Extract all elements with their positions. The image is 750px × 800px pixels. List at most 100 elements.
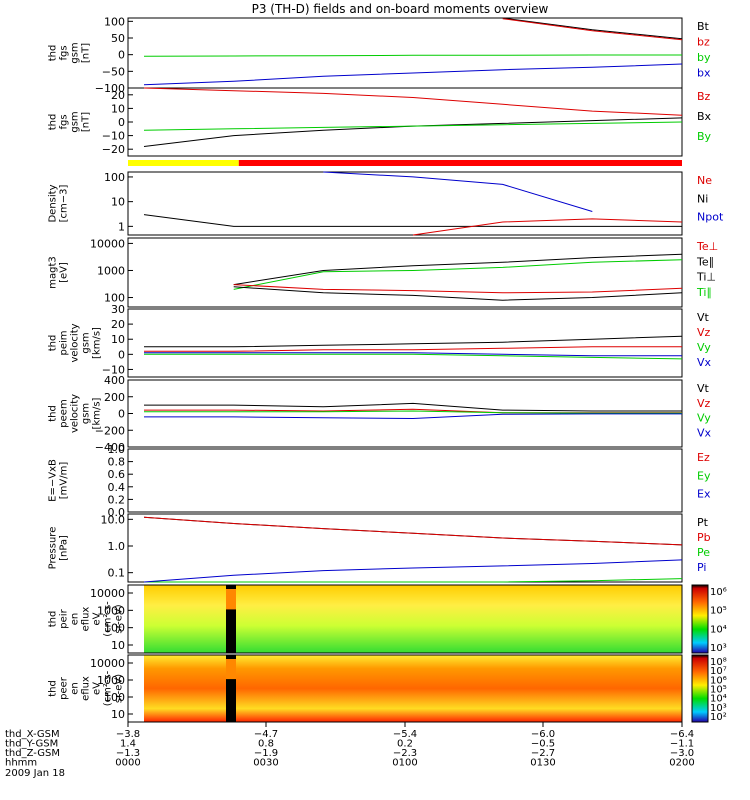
y-axis-label-line: fgs: [59, 45, 70, 60]
series-line-te∥: [233, 286, 683, 301]
y-tick-label: −10: [102, 363, 125, 376]
legend-entry: Bx: [697, 110, 712, 123]
panel-frame: [127, 87, 683, 157]
y-tick-label: 100: [104, 292, 125, 305]
y-tick-label: 0.6: [108, 468, 126, 481]
x-row-value: 0030: [253, 758, 278, 769]
y-tick-label: 1000: [97, 674, 125, 687]
series-line-npot: [323, 171, 593, 212]
legend-entry: Vt: [697, 311, 710, 324]
y-axis-label: thdpeerenefluxeV(cm²-s-sr-eV): [48, 670, 125, 706]
legend-entry: bx: [697, 67, 711, 80]
legend-entry: Ti∥: [696, 286, 712, 299]
figure-title: P3 (TH-D) fields and on-board moments ov…: [252, 2, 549, 16]
legend-entry: Vx: [697, 356, 712, 369]
y-axis-label-line: eV: [92, 682, 103, 695]
y-tick-label: 10: [111, 333, 125, 346]
y-axis-label-line: peem: [59, 399, 70, 427]
y-tick-label: −200: [95, 424, 125, 437]
y-axis-label-line: [eV]: [59, 262, 70, 283]
y-axis-label-line: [nT]: [81, 112, 92, 132]
legend-entry: Ey: [697, 469, 711, 482]
panel-7: 1.00.80.60.40.20.0 E=−VxB[mV/m] Ez Ey Ex: [48, 443, 711, 519]
series-line-bt: [502, 17, 683, 40]
panel-frame: [127, 171, 683, 236]
colorbar-tick-label: 10⁸: [710, 657, 727, 668]
y-tick-label: 1.0: [108, 540, 126, 553]
y-axis-label-line: gsm: [70, 111, 81, 132]
y-axis-label-line: E=−VxB: [48, 459, 59, 502]
legend-entry: Vz: [697, 326, 711, 339]
y-tick-label: −100: [95, 82, 125, 95]
panel-frame: [127, 584, 683, 654]
y-tick-label: 1.0: [108, 443, 126, 456]
data-gap-block-top: [226, 659, 236, 680]
y-axis-label-line: velocity: [70, 394, 81, 433]
y-axis-label: thdfgsgsm[nT]: [48, 111, 92, 132]
x-row-value: −0.5: [531, 739, 555, 750]
mode-bar-segment: [128, 160, 239, 166]
y-tick-label: 10: [111, 639, 125, 652]
series-line-pb: [143, 516, 683, 546]
series-line-vy: [144, 353, 683, 360]
y-axis-label-line: peim: [59, 330, 70, 355]
y-axis-label-line: (cm²-s-: [103, 670, 114, 706]
panel-1: 100 50 0 −50 −100 thdfgsgsm[nT] Bt bz by bx: [48, 15, 711, 95]
legend-entry: Pi: [697, 561, 706, 574]
y-axis-label-line: [km/s]: [92, 397, 103, 429]
x-row-value: 0130: [530, 758, 555, 769]
y-axis-label: Density[cm−3]: [48, 184, 70, 222]
panel-9: 10⁶ 10⁵ 10⁴ 10³ 10000 1000 100 10 thdpeireneflux…: [48, 584, 727, 654]
y-tick-label: 0: [118, 116, 125, 129]
y-tick-label: 20: [111, 318, 125, 331]
x-row-label: thd_X-GSM: [5, 729, 60, 740]
series-line-ti∥: [233, 259, 683, 290]
legend-entry: Ne: [697, 174, 712, 187]
data-gap-block: [226, 655, 236, 722]
mode-bar: [128, 160, 683, 166]
y-axis-label-line: thd: [48, 335, 59, 352]
series-line-vt: [144, 335, 683, 348]
y-axis-label-line: Pressure: [48, 527, 59, 570]
panel-frame: [127, 448, 683, 513]
legend-entry: Te⊥: [696, 240, 718, 253]
x-row-value: 0200: [669, 758, 694, 769]
y-axis-label: E=−VxB[mV/m]: [48, 459, 70, 502]
y-tick-label: 1000: [97, 264, 125, 277]
mode-bar-segment: [238, 160, 683, 166]
y-tick-label: 10000: [90, 657, 125, 670]
legend-entry: Ni: [697, 192, 708, 205]
legend-entry: Vy: [697, 412, 711, 425]
y-tick-label: 0.1: [108, 567, 126, 580]
series-line-ni: [143, 214, 682, 227]
colorbar-tick-label: 10⁴: [710, 624, 727, 635]
y-axis-label-line: velocity: [70, 323, 81, 362]
y-axis-label: magt3[eV]: [48, 256, 70, 289]
panel-5: 3020100−10thdpeimvelocitygsm[km/s]VtVzVy…: [48, 303, 712, 378]
x-row-label: hhmm: [5, 758, 37, 769]
y-axis-label-line: thd: [48, 405, 59, 422]
colorbar: [691, 584, 709, 654]
y-tick-label: 10: [111, 102, 125, 115]
y-tick-label: 0.2: [108, 493, 126, 506]
x-row-value: −3.8: [116, 729, 140, 740]
legend-entry: Bt: [697, 20, 710, 33]
y-axis-label-line: thd: [48, 611, 59, 628]
legend-entry: Pe: [697, 546, 710, 559]
y-axis-label-line: thd: [48, 680, 59, 697]
y-tick-label: 0: [118, 49, 125, 62]
colorbar-tick-label: 10⁶: [710, 587, 727, 598]
series-line-vt: [144, 402, 682, 412]
legend-entry: Te∥: [696, 255, 714, 268]
y-tick-label: −20: [102, 143, 125, 156]
series-line-ne: [412, 218, 683, 236]
y-axis-label-line: [nPa]: [59, 535, 70, 561]
y-axis-label-line: [cm−3]: [59, 185, 70, 223]
y-tick-label: 0.4: [108, 481, 126, 494]
panel-frame: [127, 17, 683, 89]
x-row-value: −6.0: [531, 729, 555, 740]
panel-6: 400 200 0 −200 −400 thdpeemvelocitygsm[km/s] V…: [48, 374, 712, 454]
x-row-value: −1.1: [670, 739, 694, 750]
